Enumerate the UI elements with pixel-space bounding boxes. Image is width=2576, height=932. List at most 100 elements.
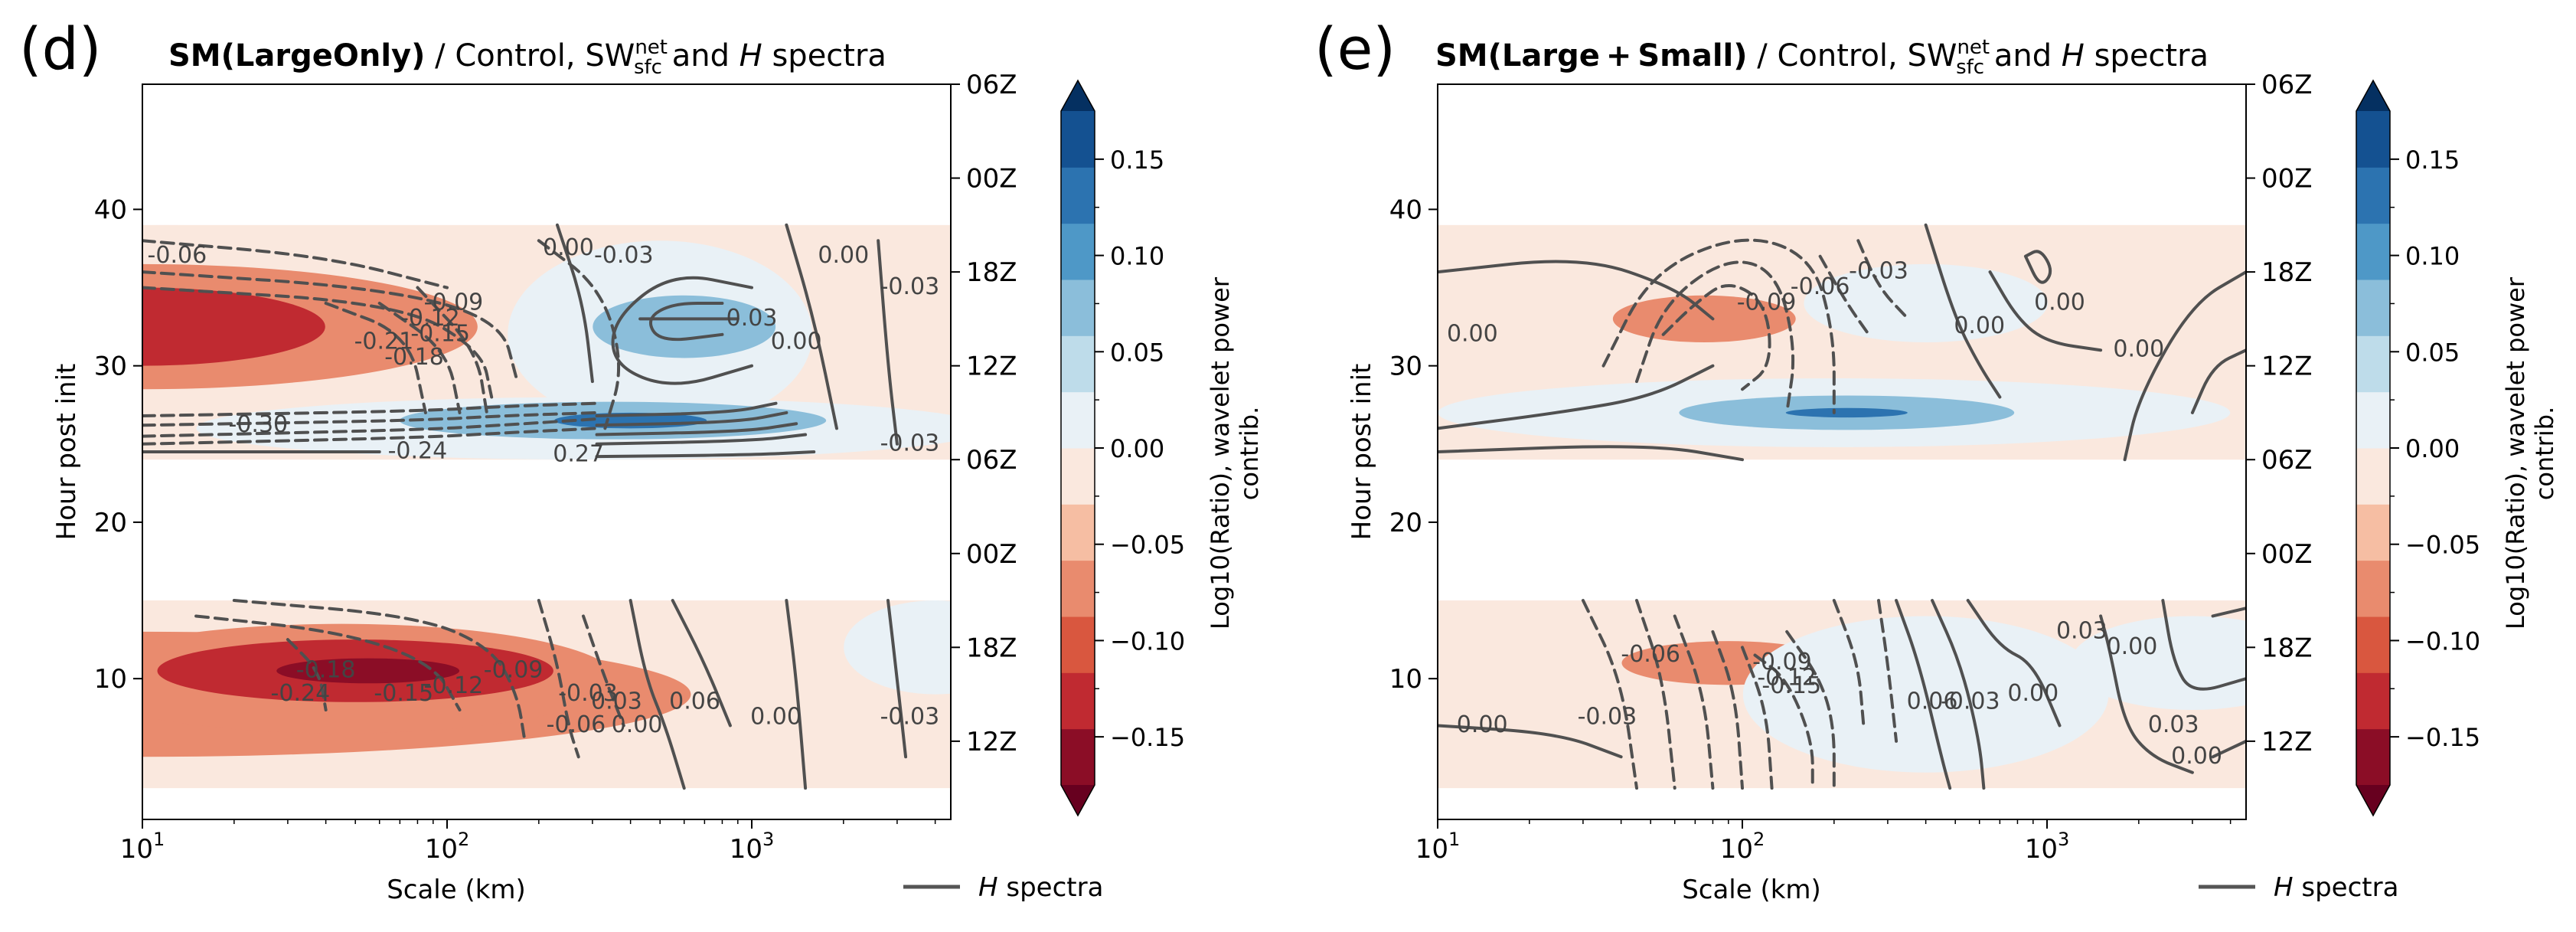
contour-label: 0.03 [2148, 711, 2199, 738]
y2-tick-label: 06Z [2261, 445, 2313, 476]
y-tick-label: 10 [1389, 664, 1422, 695]
colorbar-label-line2: contrib. [2530, 407, 2559, 501]
title-spectra: spectra [2085, 38, 2209, 74]
colorbar-tick-label: −0.15 [1110, 723, 1185, 752]
title-rest: / Control, [1748, 38, 1908, 74]
x-tick-label: 103 [730, 829, 775, 865]
y2-tick-label: 18Z [2261, 633, 2313, 663]
contour-label: 0.00 [771, 329, 822, 355]
colorbar-extend-under [2356, 785, 2390, 816]
contour-line-20 [785, 223, 838, 430]
contour-line-4 [1634, 260, 1795, 414]
colorbar-segment [1061, 504, 1095, 561]
panel-label: (e) [1314, 15, 1396, 83]
x-tick-label: 102 [1720, 829, 1765, 865]
colorbar: 0.15 0.10 0.05 0.00 −0.05 −0.10 −0.15 [2356, 79, 2480, 817]
title-sw-sub: sfc [634, 56, 662, 79]
y2-tick-label: 18Z [966, 633, 1017, 663]
colorbar-segment [2356, 616, 2390, 673]
contour-lines [142, 223, 908, 790]
title-and: and [662, 38, 739, 74]
contour-line-9 [142, 239, 449, 289]
colorbar-tick-label: −0.15 [2405, 723, 2480, 752]
contour-line-3 [1661, 283, 1771, 391]
contour-label: -0.06 [547, 711, 606, 738]
x-axis-label: Scale (km) [387, 875, 526, 905]
colorbar-segment [1061, 280, 1095, 336]
contour-label: 0.00 [1954, 312, 2005, 339]
colorbar-segment [2356, 280, 2390, 336]
colorbar-segment [1061, 223, 1095, 280]
contour-label: -0.03 [594, 242, 654, 269]
x-tick-label: 102 [425, 829, 470, 865]
contour-label: 0.00 [2034, 289, 2085, 316]
contour-label: -0.12 [424, 672, 484, 699]
contour-label: 0.03 [726, 305, 778, 332]
contour-line-17 [1711, 630, 1745, 790]
contour-line-0 [1438, 260, 1715, 321]
y2-tick-label: 12Z [966, 727, 1017, 757]
contour-line-13 [1438, 724, 1623, 759]
filled-region-8 [142, 287, 325, 366]
plot-frame [142, 83, 952, 820]
contour-line-14 [416, 286, 488, 414]
filled-region-6 [1612, 295, 1796, 343]
legend: H spectra [2199, 872, 2398, 903]
contour-label: -0.12 [1757, 665, 1817, 692]
contour-label: -0.15 [1761, 672, 1821, 699]
legend-h: H [2274, 872, 2294, 903]
colorbar-segment [1061, 728, 1095, 786]
contour-line-27 [2161, 599, 2246, 691]
colorbar-tick-label: 0.15 [2405, 146, 2460, 175]
contour-lines [1438, 223, 2246, 790]
axes: 101 102 103 10 20 30 40 06Z 00Z 18Z 12Z 06Z 00Z 18Z 12… [1389, 70, 2313, 865]
title-rest: / Control, [425, 38, 585, 74]
colorbar-segment [1061, 335, 1095, 393]
y-tick-label: 40 [94, 195, 127, 225]
contour-label: -0.03 [1578, 704, 1637, 731]
title-and: and [1984, 38, 2062, 74]
contour-label: 0.00 [2171, 743, 2222, 770]
colorbar-tick-label: 0.10 [1110, 242, 1164, 271]
contour-line-23 [1895, 599, 1952, 790]
contour-label: -0.12 [400, 305, 460, 332]
legend-entry-h-spectra: H spectra [2274, 872, 2398, 903]
y2-tick-label: 06Z [966, 70, 1017, 100]
contour-line-23 [595, 433, 808, 446]
colorbar-segment [2356, 335, 2390, 393]
colorbar-segment [2356, 111, 2390, 168]
panel-d: (d) SM(LargeOnly) / Control, SWnet sfc an… [19, 15, 1264, 905]
contour-label: -0.06 [1621, 641, 1680, 668]
colorbar-segment [1061, 111, 1095, 168]
contour-line-5 [628, 599, 686, 790]
colorbar-outline [2356, 79, 2391, 817]
contour-label: -0.06 [1791, 273, 1850, 300]
contour-label: -0.09 [424, 289, 484, 316]
colorbar-label-line2: contrib. [1235, 407, 1264, 501]
legend-rest: spectra [998, 872, 1104, 903]
y-tick-label: 30 [94, 352, 127, 382]
contour-line-8 [1924, 223, 2002, 399]
contour-label: -0.24 [388, 438, 448, 465]
contour-label: 0.00 [750, 704, 802, 731]
contour-label: -0.03 [880, 430, 940, 456]
colorbar-tick-label: 0.00 [2405, 434, 2460, 463]
contour-line-11 [2123, 270, 2246, 462]
contour-line-7 [1818, 254, 1871, 336]
contour-line-19 [1753, 653, 1814, 790]
filled-region-12 [593, 295, 776, 358]
contour-line-16 [1673, 614, 1715, 790]
y-tick-label: 20 [1389, 508, 1422, 538]
contour-line-24 [1931, 599, 1986, 790]
plot-frame [1437, 83, 2247, 820]
contour-label: 0.27 [553, 441, 604, 468]
chart-title: SM(LargeOnly) / Control, SWnet sfc and H … [168, 36, 886, 79]
contour-line-12 [324, 301, 427, 414]
contour-line-1 [1438, 364, 1715, 430]
contour-label: 0.03 [591, 688, 642, 715]
contour-line-2 [232, 599, 527, 743]
contour-line-21 [1832, 599, 1866, 728]
y-tick-label: 40 [1389, 195, 1422, 225]
contour-line-3 [537, 599, 580, 759]
